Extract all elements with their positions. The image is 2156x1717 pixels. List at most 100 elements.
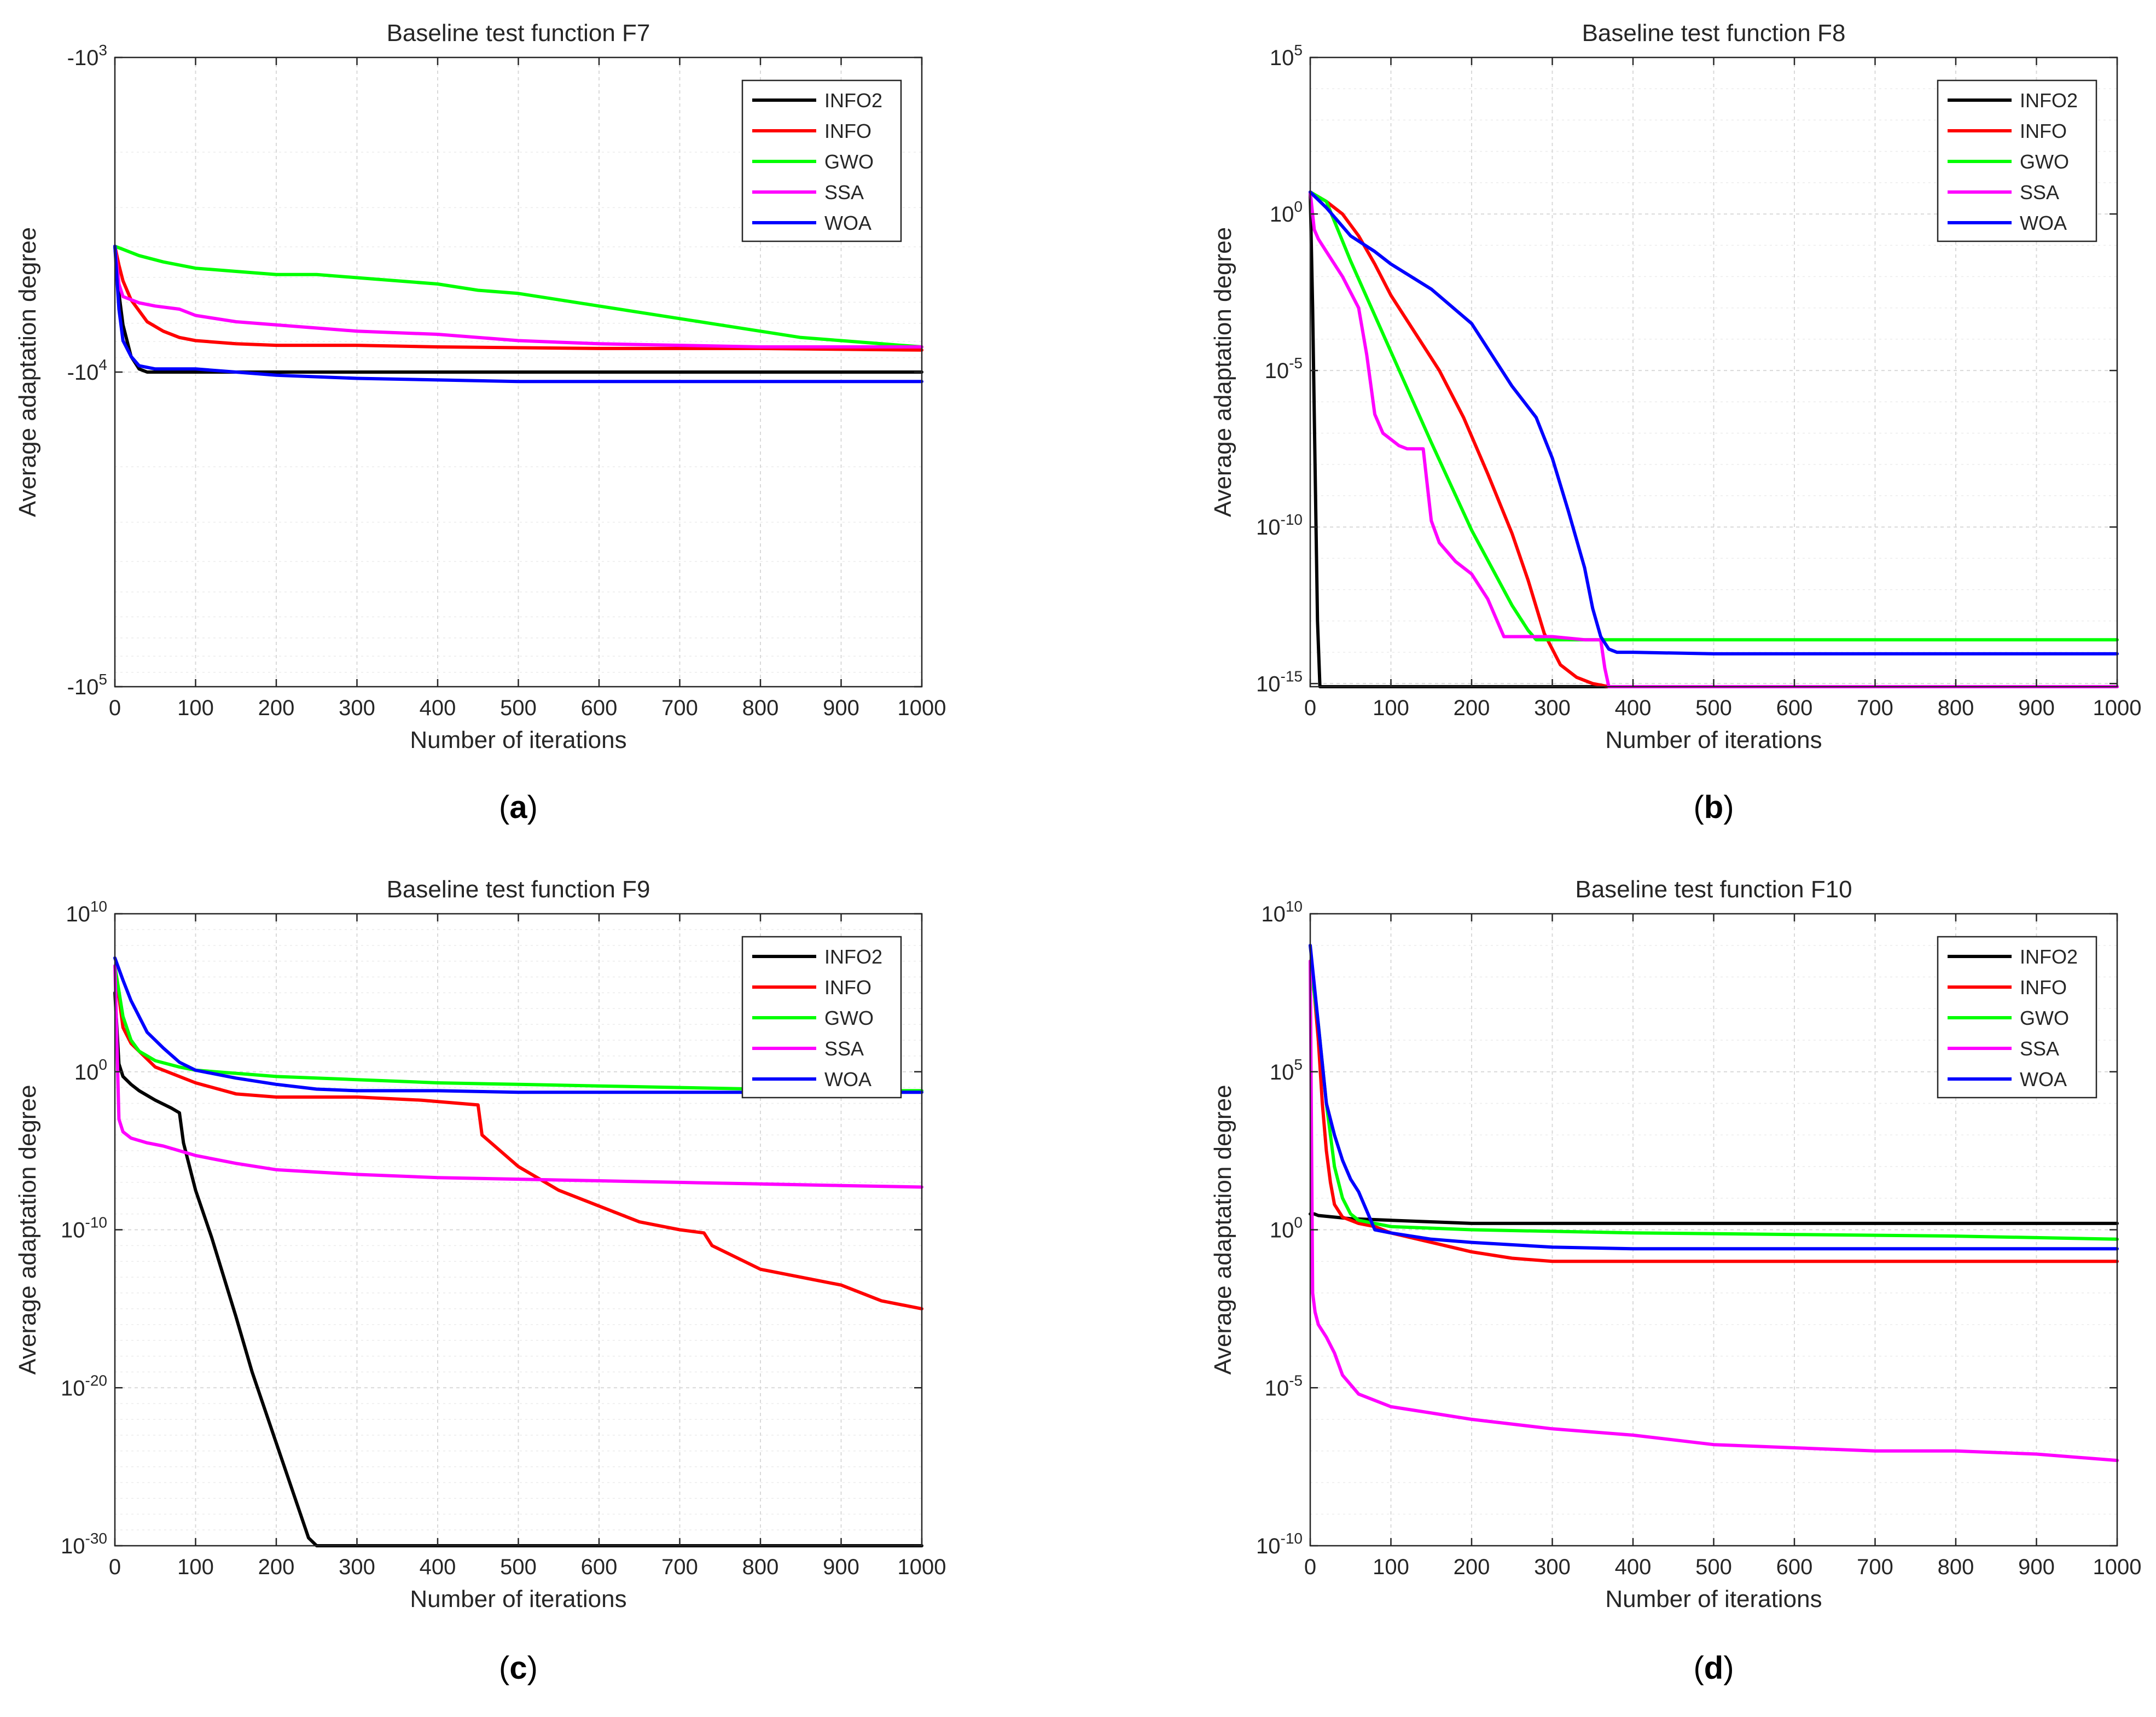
chart-title: Baseline test function F10 [1575, 876, 1852, 903]
legend: INFO2 INFO GWO SSA WOA [1937, 79, 2097, 242]
x-tick-label: 800 [1938, 696, 1974, 720]
legend-label: SSA [2020, 181, 2059, 204]
chart-title: Baseline test function F7 [387, 20, 650, 47]
y-tick-label: 10-5 [1265, 1372, 1303, 1400]
legend-label: INFO [824, 120, 871, 142]
series-line-ssa [113, 245, 923, 349]
x-tick-label: 300 [1534, 696, 1571, 720]
x-tick-label: 400 [420, 1555, 456, 1579]
x-tick-label: 900 [2018, 696, 2055, 720]
x-tick-label: 500 [1695, 696, 1732, 720]
chart-a: 0 100 200 300 400 500 600 700 800 900 1000 -103 -104… [14, 20, 946, 825]
panel-label: (a) [499, 790, 538, 825]
legend: INFO2 INFO GWO SSA WOA [741, 79, 902, 242]
y-tick-label: 10-10 [1256, 1530, 1303, 1558]
legend-label: INFO2 [824, 945, 882, 968]
series-line-woa [113, 245, 923, 384]
x-axis: 0 100 200 300 400 500 600 700 800 900 1000 [109, 57, 946, 720]
legend-label: INFO2 [2020, 945, 2078, 968]
legend-label: SSA [824, 181, 864, 204]
y-tick-label: 10-15 [1256, 668, 1303, 696]
x-tick-label: 400 [1615, 696, 1652, 720]
y-tick-label: -104 [67, 356, 107, 385]
series-line-woa [113, 956, 923, 1094]
legend-label: SSA [824, 1037, 864, 1060]
x-tick-label: 100 [177, 1555, 214, 1579]
x-tick-label: 900 [823, 1555, 859, 1579]
y-tick-label: 100 [1270, 1214, 1303, 1243]
x-tick-label: 400 [1615, 1555, 1652, 1579]
y-axis-label: Average adaptation degree [1210, 1084, 1236, 1374]
x-tick-label: 500 [1695, 1555, 1732, 1579]
x-tick-label: 0 [1304, 696, 1316, 720]
x-axis-label: Number of iterations [410, 727, 626, 753]
x-axis: 0 100 200 300 400 500 600 700 800 900 1000 [1304, 914, 2142, 1579]
legend: INFO2 INFO GWO SSA WOA [1937, 936, 2097, 1099]
x-axis: 0 100 200 300 400 500 600 700 800 900 1000 [109, 914, 946, 1579]
x-tick-label: 200 [258, 1555, 295, 1579]
x-tick-label: 900 [2018, 1555, 2055, 1579]
panel-label: (c) [499, 1650, 538, 1686]
panel-label: (d) [1693, 1650, 1734, 1686]
legend-label: WOA [824, 212, 871, 234]
x-tick-label: 700 [661, 1555, 698, 1579]
x-tick-label: 1000 [2093, 696, 2142, 720]
x-tick-label: 0 [1304, 1555, 1316, 1579]
x-tick-label: 600 [581, 696, 618, 720]
x-tick-label: 800 [742, 696, 779, 720]
legend-label: INFO [824, 976, 871, 999]
y-tick-label: 10-10 [61, 1214, 107, 1243]
chart-title: Baseline test function F8 [1582, 20, 1846, 47]
series-line-woa [1309, 190, 2119, 656]
x-tick-label: 1000 [2093, 1555, 2142, 1579]
series-group [113, 245, 923, 384]
y-tick-label: 10-10 [1256, 511, 1303, 540]
y-tick-label: 10-30 [61, 1530, 107, 1558]
series-line-gwo [113, 964, 923, 1093]
series-line-gwo [113, 245, 923, 349]
x-tick-label: 0 [109, 1555, 121, 1579]
x-tick-label: 300 [339, 1555, 375, 1579]
x-tick-label: 500 [500, 1555, 537, 1579]
series-line-info2 [1309, 1212, 2119, 1225]
x-tick-label: 300 [339, 696, 375, 720]
legend-label: INFO [2020, 976, 2067, 999]
x-tick-label: 500 [500, 696, 537, 720]
legend: INFO2 INFO GWO SSA WOA [741, 936, 902, 1099]
series-line-info [113, 964, 923, 1310]
y-tick-label: 1010 [66, 898, 107, 926]
chart-b: 0 100 200 300 400 500 600 700 800 900 100010510010… [1210, 20, 2141, 825]
x-tick-label: 0 [109, 696, 121, 720]
x-tick-label: 600 [581, 1555, 618, 1579]
y-tick-label: -105 [67, 671, 107, 699]
y-tick-label: 1010 [1261, 898, 1303, 926]
x-tick-label: 800 [1938, 1555, 1974, 1579]
x-tick-label: 200 [1454, 1555, 1490, 1579]
legend-label: GWO [824, 1007, 874, 1029]
legend-label: GWO [824, 150, 874, 173]
y-axis: 105 100 10-5 10-10 10-15 [1256, 42, 2117, 696]
legend-label: WOA [2020, 212, 2067, 234]
x-tick-label: 1000 [898, 696, 946, 720]
series-line-info2 [113, 245, 923, 374]
x-tick-label: 800 [742, 1555, 779, 1579]
x-axis-label: Number of iterations [410, 1586, 626, 1612]
y-axis: -103 -104 -105 [67, 42, 922, 699]
x-tick-label: 700 [1857, 1555, 1893, 1579]
y-axis-label: Average adaptation degree [1210, 227, 1236, 517]
series-line-ssa [1309, 959, 2119, 1463]
x-tick-label: 600 [1776, 696, 1813, 720]
y-tick-label: 10-20 [61, 1372, 107, 1400]
x-tick-label: 700 [1857, 696, 1893, 720]
legend-label: GWO [2020, 1007, 2069, 1029]
y-axis-label: Average adaptation degree [14, 1084, 41, 1374]
x-axis-label: Number of iterations [1605, 1586, 1822, 1612]
y-axis: 1010 105 100 10-5 10-10 [1256, 898, 2117, 1558]
y-tick-label: 100 [74, 1056, 107, 1084]
chart-c: 0 100 200 300 400 500 600 700 800 900 1000 1010 100 1… [14, 876, 946, 1686]
series-line-info [113, 245, 923, 352]
x-axis-label: Number of iterations [1605, 727, 1822, 753]
x-tick-label: 1000 [898, 1555, 946, 1579]
x-axis: 0 100 200 300 400 500 600 700 800 900 1000 [1304, 57, 2142, 720]
